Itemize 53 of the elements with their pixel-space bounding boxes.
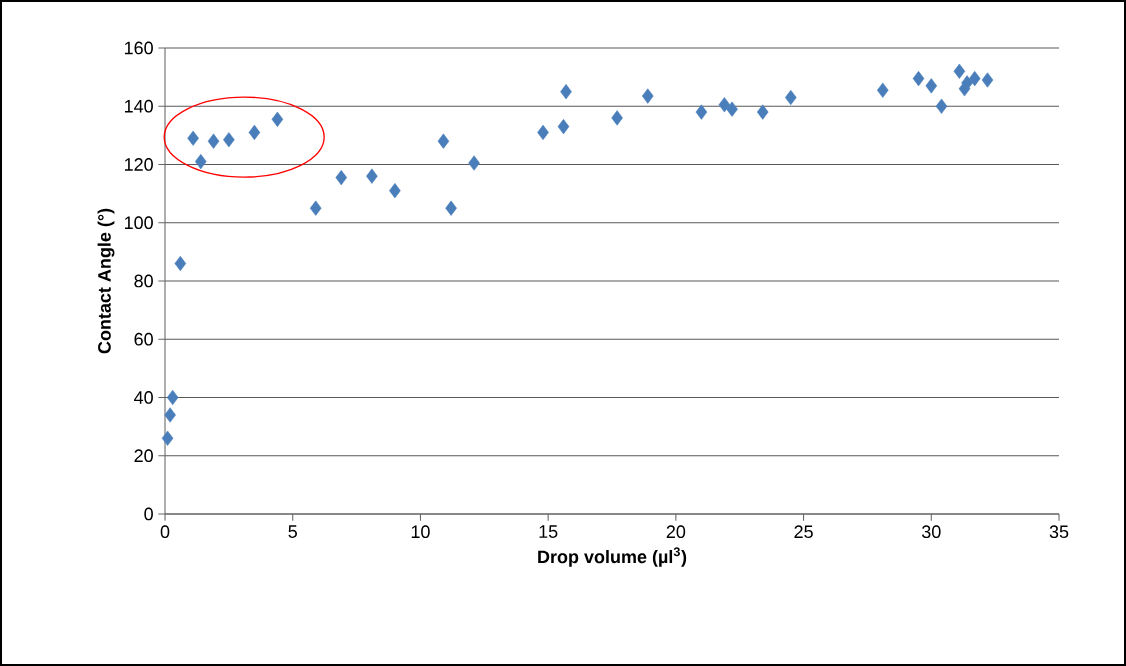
point: [164, 407, 176, 423]
y-tick-label: 140: [124, 99, 153, 113]
point: [161, 430, 174, 446]
point: [437, 133, 450, 149]
point: [335, 169, 348, 186]
y-tick-label: 20: [134, 449, 153, 463]
x-tick-label: 30: [921, 525, 941, 539]
y-tick-label: 120: [124, 158, 153, 171]
point: [925, 78, 938, 94]
point: [309, 200, 322, 216]
point: [166, 389, 179, 406]
x-tick-label: 15: [539, 525, 558, 538]
point: [726, 101, 738, 117]
point: [271, 111, 284, 127]
point: [642, 88, 654, 104]
x-tick-label: 0: [160, 525, 170, 539]
x-axis-title: Drop volume (µl$^{3}$): [538, 547, 687, 567]
x-tick-label: 10: [411, 525, 430, 539]
point: [695, 104, 708, 120]
point: [557, 119, 570, 135]
point: [389, 183, 401, 199]
x-tick-label: 20: [666, 525, 686, 539]
y-tick-label: 80: [134, 274, 153, 288]
point: [968, 70, 981, 87]
point: [248, 124, 261, 141]
y-tick-label: 40: [134, 391, 153, 404]
point: [611, 110, 623, 126]
y-tick-label: 60: [134, 332, 153, 346]
point: [912, 70, 925, 87]
point: [174, 255, 187, 272]
point: [718, 97, 731, 113]
point: [207, 133, 220, 149]
point: [785, 89, 797, 106]
point: [935, 98, 948, 114]
y-tick-label: 100: [124, 216, 153, 230]
point: [560, 84, 572, 100]
point: [366, 168, 378, 184]
x-tick-label: 5: [288, 525, 297, 538]
y-tick-label: 0: [144, 507, 153, 521]
y-tick-label: 160: [124, 41, 153, 55]
point: [537, 124, 549, 141]
point: [223, 132, 235, 148]
point: [445, 200, 457, 216]
point: [756, 104, 769, 120]
point: [981, 72, 994, 88]
point: [953, 63, 966, 79]
point: [468, 155, 480, 171]
x-tick-label: 35: [1049, 525, 1069, 539]
point: [187, 130, 199, 146]
point: [195, 153, 207, 170]
point: [876, 82, 889, 98]
y-axis-title: Contact Angle (°): [97, 208, 115, 354]
x-tick-label: 25: [794, 525, 813, 539]
